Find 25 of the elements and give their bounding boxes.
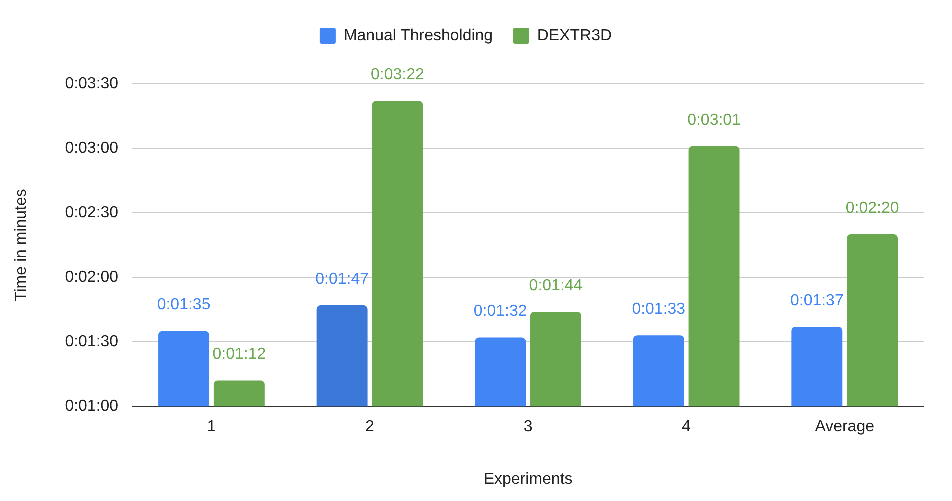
x-tick-label: Average (815, 418, 875, 436)
data-label: 0:01:32 (474, 303, 528, 320)
x-tick-label: 1 (207, 418, 216, 436)
x-tick-label: 2 (366, 418, 375, 436)
data-label: 0:02:20 (846, 200, 900, 217)
data-label: 0:03:22 (371, 66, 424, 84)
y-tick-label: 0:03:30 (65, 75, 119, 92)
y-tick-label: 0:01:30 (65, 333, 119, 350)
x-axis-title: Experiments (484, 470, 573, 488)
y-tick-label: 0:02:00 (65, 268, 119, 286)
x-tick-label: 4 (682, 418, 692, 436)
x-tick-label: 3 (524, 418, 533, 436)
data-label: 0:01:12 (212, 346, 266, 364)
y-axis-title: Time in minutes (13, 189, 30, 302)
legend-label: Manual Thresholding (344, 27, 494, 44)
y-tick-label: 0:03:00 (65, 140, 119, 157)
data-label: 0:01:35 (157, 296, 211, 314)
y-tick-label: 0:02:30 (65, 204, 119, 222)
y-tick-label: 0:01:00 (65, 398, 119, 416)
data-label: 0:01:37 (790, 292, 844, 310)
data-label: 0:01:33 (632, 301, 686, 318)
data-label: 0:01:47 (316, 270, 370, 288)
data-label: 0:01:44 (529, 277, 583, 294)
legend-label: DEXTR3D (537, 27, 612, 44)
data-label: 0:03:01 (688, 112, 742, 129)
